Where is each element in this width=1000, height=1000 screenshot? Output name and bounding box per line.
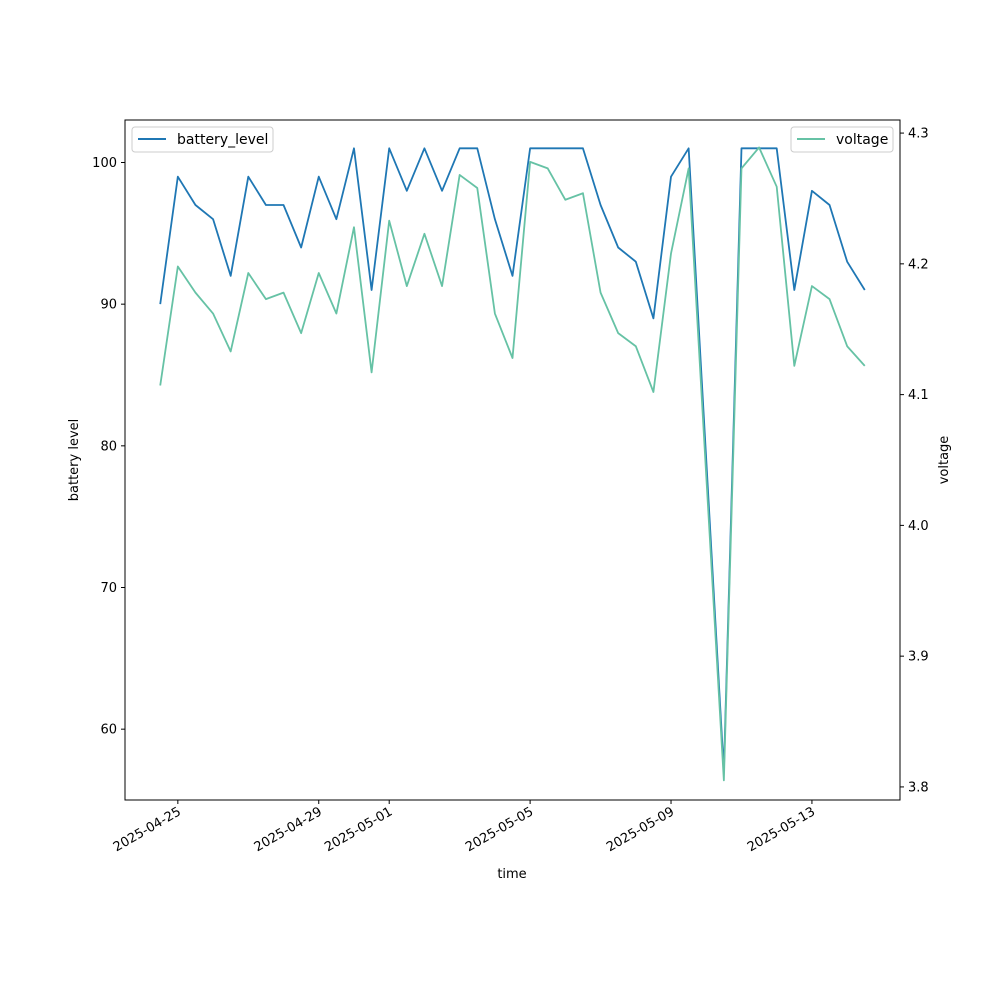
legend-left: battery_level xyxy=(131,126,274,153)
legend-right: voltage xyxy=(790,126,894,153)
series-line-voltage xyxy=(159,146,866,782)
left-ytick-label: 60 xyxy=(100,723,117,738)
right-ytick-label: 4.3 xyxy=(908,127,929,142)
series-line-battery_level xyxy=(159,147,866,773)
xtick-label: 2025-05-09 xyxy=(604,804,677,855)
xtick-label: 2025-05-13 xyxy=(745,804,818,855)
xtick-label: 2025-04-25 xyxy=(111,804,184,855)
xtick-label: 2025-04-29 xyxy=(252,804,325,855)
right-ytick-label: 3.9 xyxy=(908,650,929,665)
xtick-label: 2025-05-05 xyxy=(463,804,536,855)
left-ytick-label: 100 xyxy=(92,156,117,171)
right-y-axis: 3.8 3.9 4.0 4.1 4.2 4.3 xyxy=(900,127,929,795)
left-y-axis: 60 70 80 90 100 xyxy=(92,156,125,738)
legend-right-label: voltage xyxy=(836,132,888,148)
right-ytick-label: 4.2 xyxy=(908,257,929,272)
left-y-axis-label: battery level xyxy=(67,419,82,502)
legend-left-label: battery_level xyxy=(177,132,268,148)
left-ytick-label: 90 xyxy=(100,298,117,313)
left-ytick-label: 80 xyxy=(100,439,117,454)
legend-right-box xyxy=(790,126,894,153)
plot-area xyxy=(125,120,900,800)
series-lines xyxy=(159,146,866,782)
right-ytick-label: 4.0 xyxy=(908,519,929,534)
right-ytick-label: 3.8 xyxy=(908,780,929,795)
left-ytick-label: 70 xyxy=(100,581,117,596)
plot-frame xyxy=(124,119,901,801)
legend-left-box xyxy=(131,126,274,153)
xtick-label: 2025-05-01 xyxy=(322,804,395,855)
right-ytick-label: 4.1 xyxy=(908,388,929,403)
x-axis-label: time xyxy=(497,867,526,882)
right-y-axis-label: voltage xyxy=(937,436,952,485)
